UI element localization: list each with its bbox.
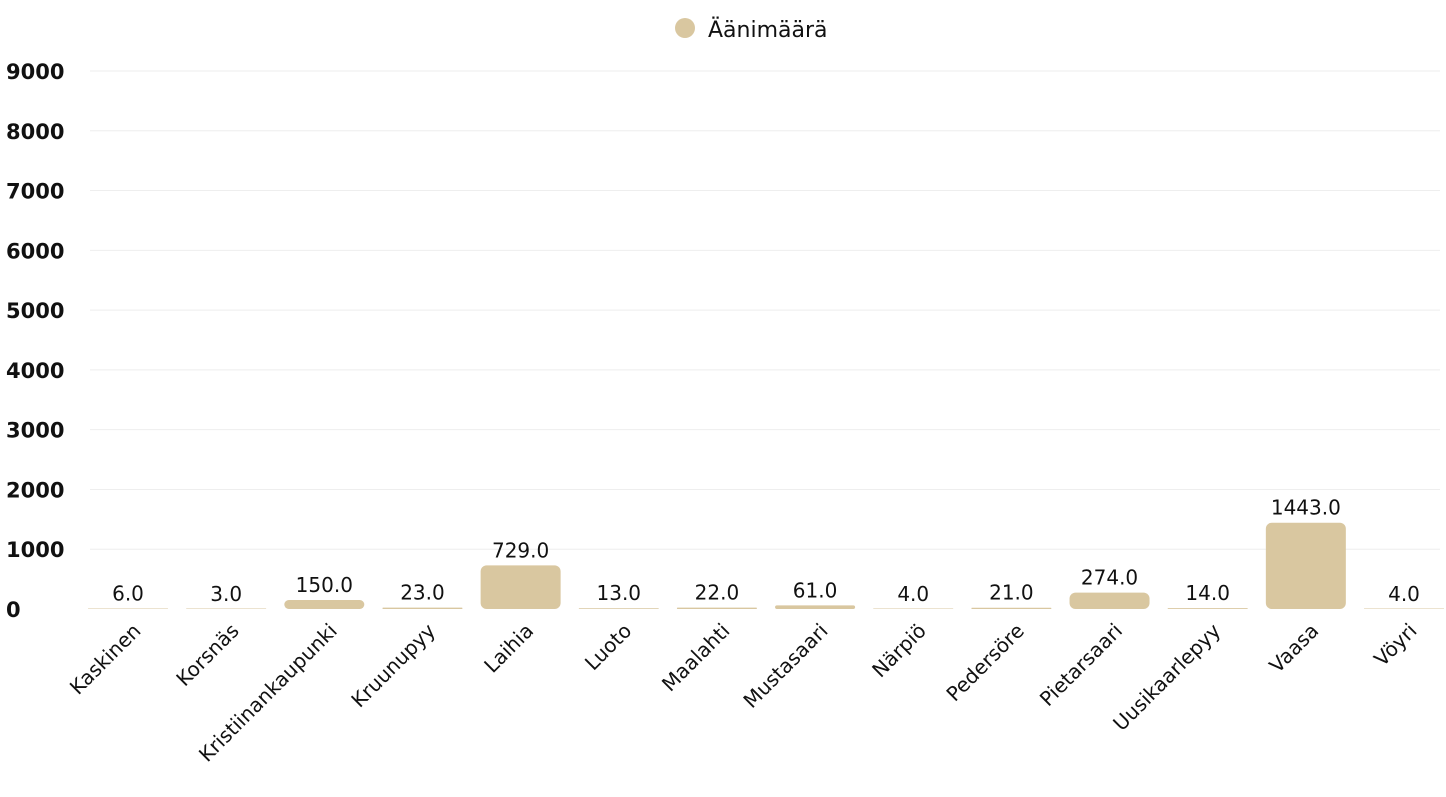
data-label: 13.0 bbox=[597, 581, 642, 605]
data-label: 4.0 bbox=[1388, 582, 1420, 606]
y-tick-label: 0 bbox=[6, 598, 21, 622]
data-label: 4.0 bbox=[897, 582, 929, 606]
data-label: 274.0 bbox=[1081, 566, 1138, 590]
x-category-label: Pedersöre bbox=[942, 619, 1029, 706]
bar[interactable] bbox=[676, 607, 757, 609]
legend-swatch bbox=[675, 18, 695, 38]
y-tick-label: 1000 bbox=[6, 538, 64, 562]
y-tick-label: 7000 bbox=[6, 180, 64, 204]
data-label: 14.0 bbox=[1185, 581, 1230, 605]
y-tick-label: 3000 bbox=[6, 419, 64, 443]
data-label: 21.0 bbox=[989, 581, 1034, 605]
bar[interactable] bbox=[1265, 522, 1346, 609]
x-category-label: Närpiö bbox=[867, 619, 931, 683]
bar[interactable] bbox=[1167, 608, 1248, 609]
bar[interactable] bbox=[873, 608, 954, 610]
y-tick-label: 8000 bbox=[6, 120, 64, 144]
x-category-label: Pietarsaari bbox=[1035, 619, 1127, 711]
data-label: 23.0 bbox=[400, 581, 445, 605]
x-category-label: Vöyri bbox=[1369, 619, 1421, 671]
y-tick-label: 2000 bbox=[6, 478, 64, 502]
bar[interactable] bbox=[382, 607, 463, 609]
y-tick-label: 6000 bbox=[6, 239, 64, 263]
bar[interactable] bbox=[578, 608, 659, 609]
data-label: 22.0 bbox=[695, 581, 740, 605]
bar[interactable] bbox=[775, 605, 856, 609]
bars bbox=[88, 522, 1444, 610]
y-axis-ticks: 0 1000 2000 3000 4000 5000 6000 7000 8000 9000 bbox=[6, 60, 64, 622]
x-category-label: Kruunupyy bbox=[346, 618, 440, 712]
x-category-label: Maalahti bbox=[657, 619, 735, 697]
x-category-label: Mustasaari bbox=[738, 619, 832, 713]
x-category-label: Vaasa bbox=[1264, 619, 1323, 678]
data-label: 150.0 bbox=[296, 573, 353, 597]
y-tick-label: 4000 bbox=[6, 359, 64, 383]
bar[interactable] bbox=[480, 565, 561, 609]
x-category-label: Korsnäs bbox=[171, 619, 243, 691]
legend-label: Äänimäärä bbox=[708, 17, 828, 43]
data-labels: 6.0 3.0 150.0 23.0 729.0 13.0 22.0 61.0 4.0 21.0 2… bbox=[112, 496, 1420, 606]
x-category-label: Laihia bbox=[479, 619, 538, 678]
bar[interactable] bbox=[1069, 592, 1150, 609]
data-label: 1443.0 bbox=[1271, 496, 1341, 520]
legend[interactable]: Äänimäärä bbox=[675, 17, 828, 43]
data-label: 6.0 bbox=[112, 582, 144, 606]
x-category-label: Luoto bbox=[580, 619, 636, 675]
y-tick-label: 5000 bbox=[6, 299, 64, 323]
bar[interactable] bbox=[186, 608, 267, 610]
bar[interactable] bbox=[971, 607, 1052, 609]
data-label: 729.0 bbox=[492, 538, 549, 562]
bar[interactable] bbox=[1364, 608, 1444, 610]
x-category-label: Kaskinen bbox=[65, 619, 146, 700]
y-tick-label: 9000 bbox=[6, 60, 64, 84]
data-label: 3.0 bbox=[210, 582, 242, 606]
bar[interactable] bbox=[88, 608, 168, 610]
gridlines bbox=[90, 70, 1440, 550]
data-label: 61.0 bbox=[793, 578, 838, 602]
bar[interactable] bbox=[284, 600, 365, 609]
